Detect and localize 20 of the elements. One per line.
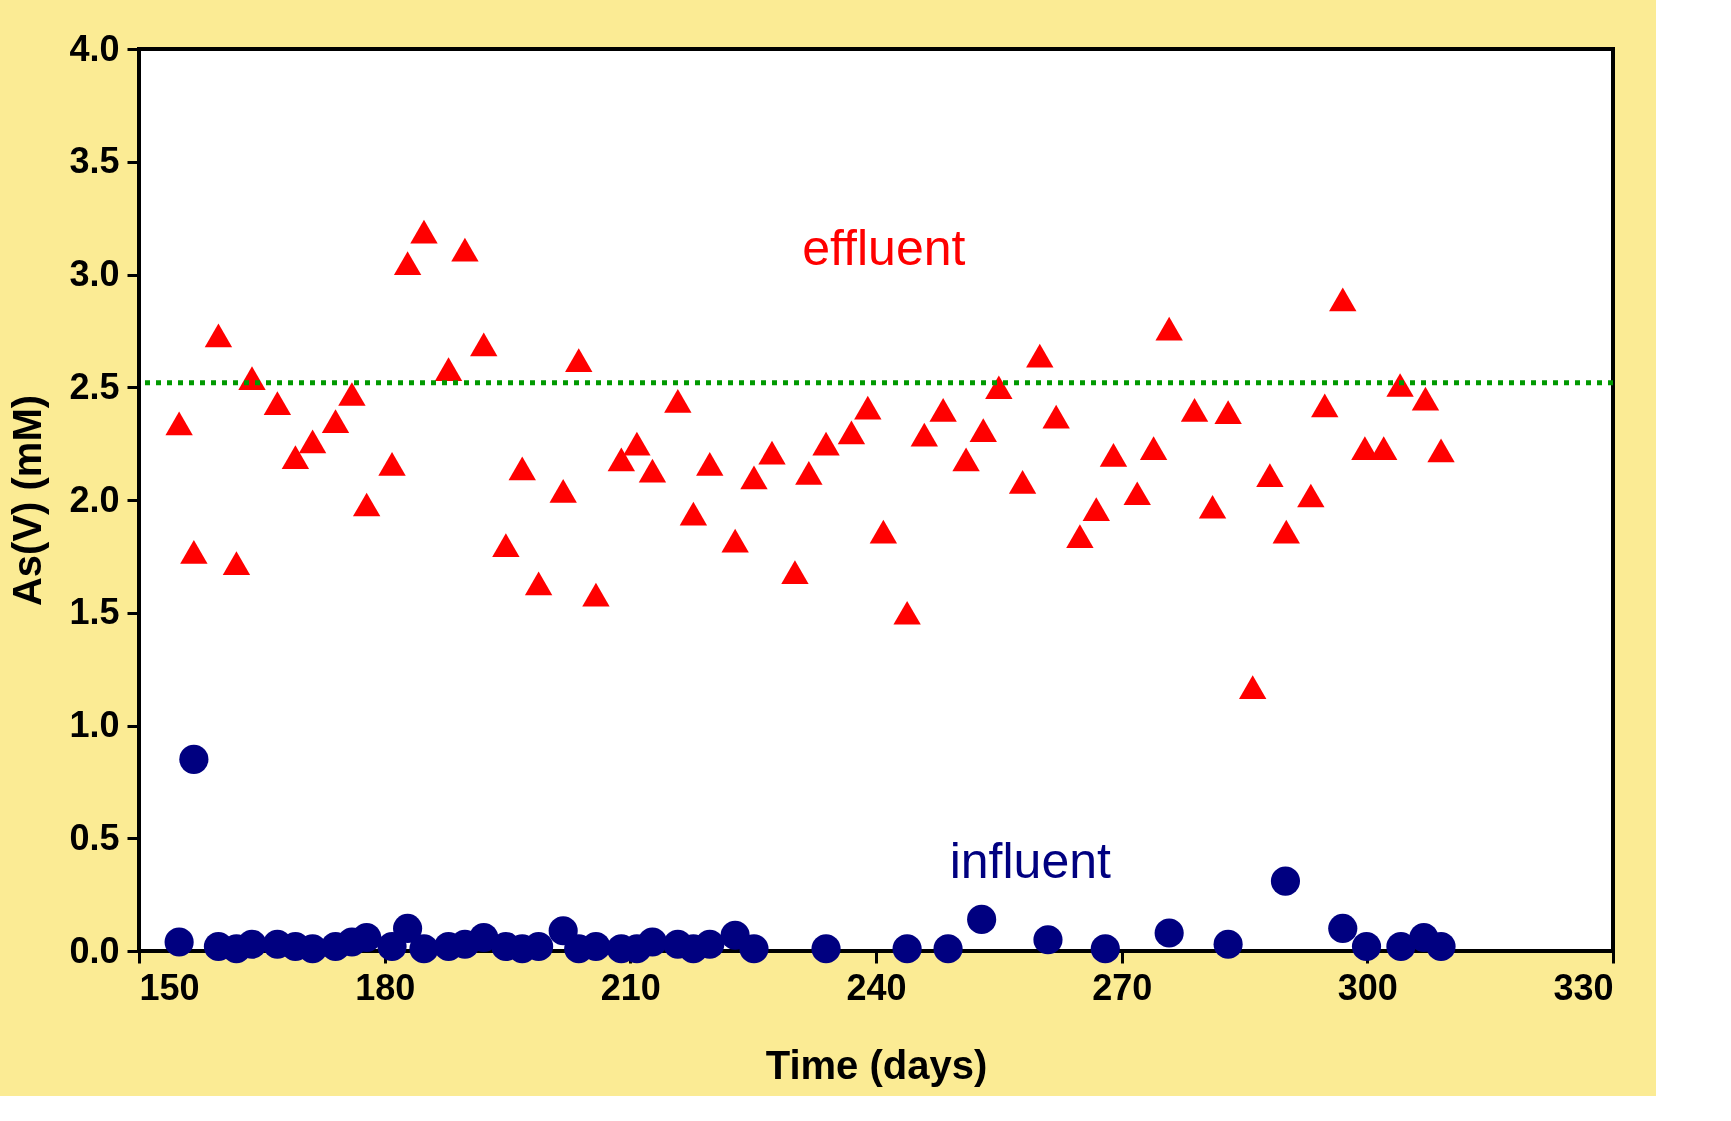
x-tick-label: 300 (1337, 966, 1398, 1008)
y-tick-label: 0.5 (69, 816, 120, 858)
y-tick-label: 1.5 (69, 591, 120, 633)
x-tick-label: 330 (1553, 966, 1614, 1008)
x-tick-label: 210 (600, 966, 661, 1008)
x-tick-label: 150 (139, 966, 200, 1008)
y-tick-label: 4.0 (69, 27, 120, 69)
y-tick-label: 2.5 (69, 365, 120, 407)
x-tick-label: 180 (355, 966, 416, 1008)
series-label: influent (949, 832, 1112, 889)
y-tick-label: 3.5 (69, 140, 120, 182)
y-tick-label: 2.0 (69, 478, 120, 520)
x-tick-label: 270 (1092, 966, 1153, 1008)
x-tick-label: 240 (846, 966, 907, 1008)
y-tick-label: 0.0 (69, 929, 120, 971)
text: effluent (802, 219, 966, 276)
y-tick-label: 1.0 (69, 704, 120, 745)
y-axis-title: As(V) (mM) (5, 394, 50, 607)
x-axis-title: Time (days) (765, 1042, 988, 1087)
y-tick-label: 3.0 (69, 253, 120, 294)
